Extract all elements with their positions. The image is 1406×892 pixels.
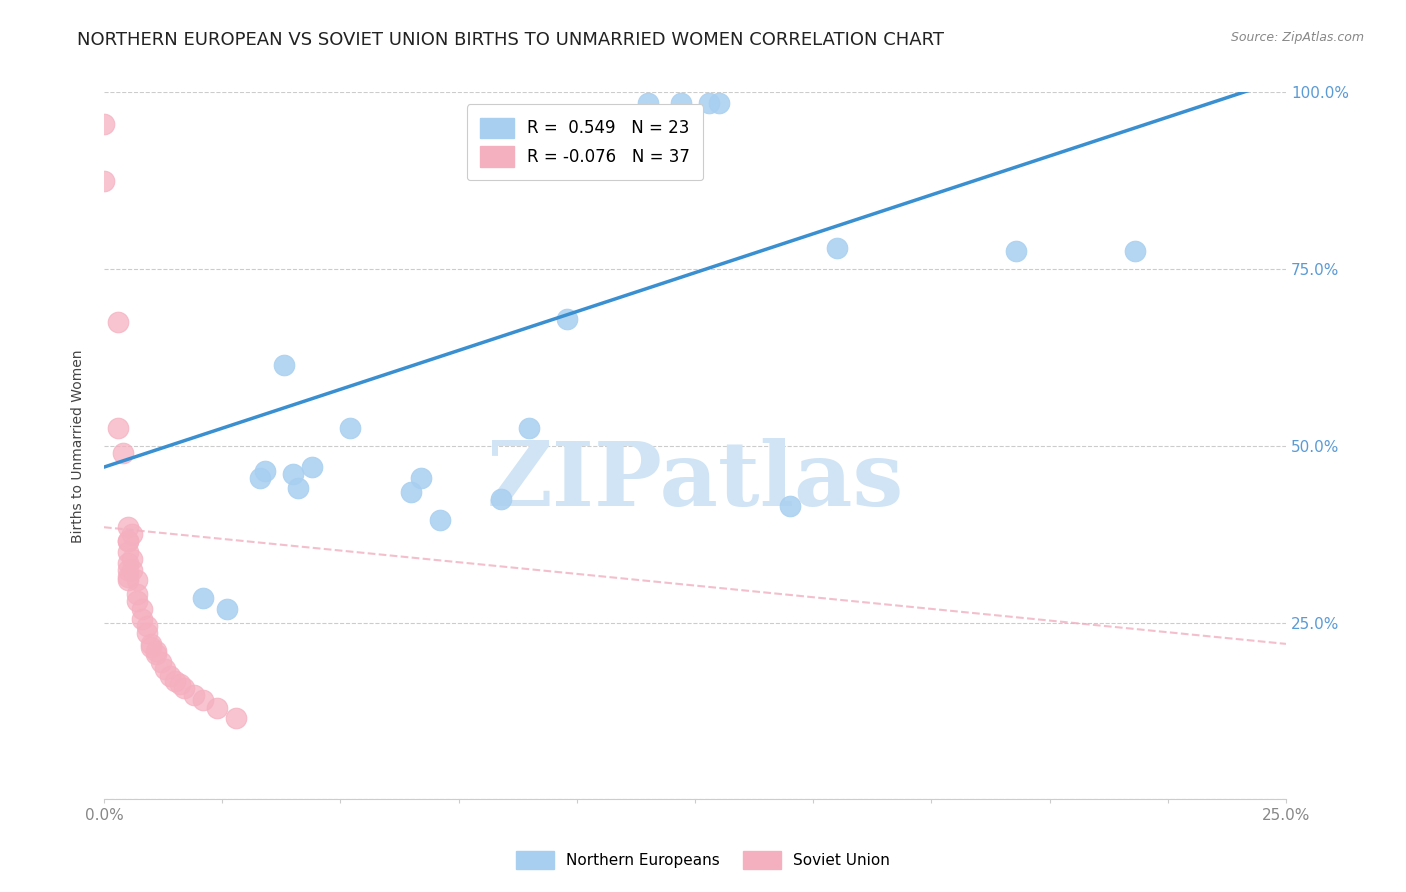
Point: [107, 315, 129, 329]
Point: [93, 174, 115, 188]
Point: [253, 464, 276, 478]
Point: [669, 95, 692, 110]
Point: [169, 677, 191, 691]
Point: [159, 669, 181, 683]
Point: [127, 587, 149, 601]
Point: [193, 693, 215, 707]
Point: [183, 688, 205, 702]
Point: [301, 460, 323, 475]
Point: [121, 563, 143, 577]
Y-axis label: Births to Unmarried Women: Births to Unmarried Women: [72, 349, 86, 542]
Text: ZIPatlas: ZIPatlas: [486, 438, 904, 524]
Point: [121, 527, 143, 541]
Point: [135, 619, 157, 633]
Point: [107, 421, 129, 435]
Point: [409, 471, 432, 485]
Point: [117, 534, 139, 549]
Point: [281, 467, 304, 482]
Point: [173, 681, 195, 695]
Point: [287, 481, 309, 495]
Point: [127, 574, 149, 588]
Point: [117, 520, 139, 534]
Point: [141, 637, 163, 651]
Point: [111, 446, 134, 460]
Point: [141, 640, 163, 655]
Point: [273, 358, 295, 372]
Point: [117, 574, 139, 588]
Point: [249, 471, 271, 485]
Point: [215, 601, 238, 615]
Point: [131, 601, 153, 615]
Point: [339, 421, 361, 435]
Point: [429, 513, 451, 527]
Point: [1005, 244, 1028, 259]
Point: [127, 594, 149, 608]
Point: [401, 484, 423, 499]
Point: [207, 700, 229, 714]
Point: [135, 626, 157, 640]
Point: [225, 711, 247, 725]
Point: [131, 612, 153, 626]
Point: [117, 556, 139, 570]
Point: [117, 545, 139, 559]
Point: [779, 499, 801, 513]
Point: [145, 648, 167, 662]
Point: [1123, 244, 1146, 259]
Point: [557, 311, 579, 326]
Point: [117, 534, 139, 549]
Point: [697, 95, 720, 110]
Point: [637, 95, 659, 110]
Point: [145, 644, 167, 658]
Point: [519, 421, 541, 435]
Point: [117, 570, 139, 584]
Point: [121, 552, 143, 566]
Text: NORTHERN EUROPEAN VS SOVIET UNION BIRTHS TO UNMARRIED WOMEN CORRELATION CHART: NORTHERN EUROPEAN VS SOVIET UNION BIRTHS…: [77, 31, 945, 49]
Legend: R =  0.549   N = 23, R = -0.076   N = 37: R = 0.549 N = 23, R = -0.076 N = 37: [467, 104, 703, 180]
Point: [193, 591, 215, 605]
Point: [825, 241, 848, 255]
Point: [117, 563, 139, 577]
Point: [707, 95, 730, 110]
Legend: Northern Europeans, Soviet Union: Northern Europeans, Soviet Union: [510, 845, 896, 875]
Point: [163, 673, 186, 688]
Point: [489, 491, 512, 506]
Point: [155, 662, 177, 676]
Text: Source: ZipAtlas.com: Source: ZipAtlas.com: [1230, 31, 1364, 45]
Point: [93, 117, 115, 131]
Point: [149, 655, 172, 669]
